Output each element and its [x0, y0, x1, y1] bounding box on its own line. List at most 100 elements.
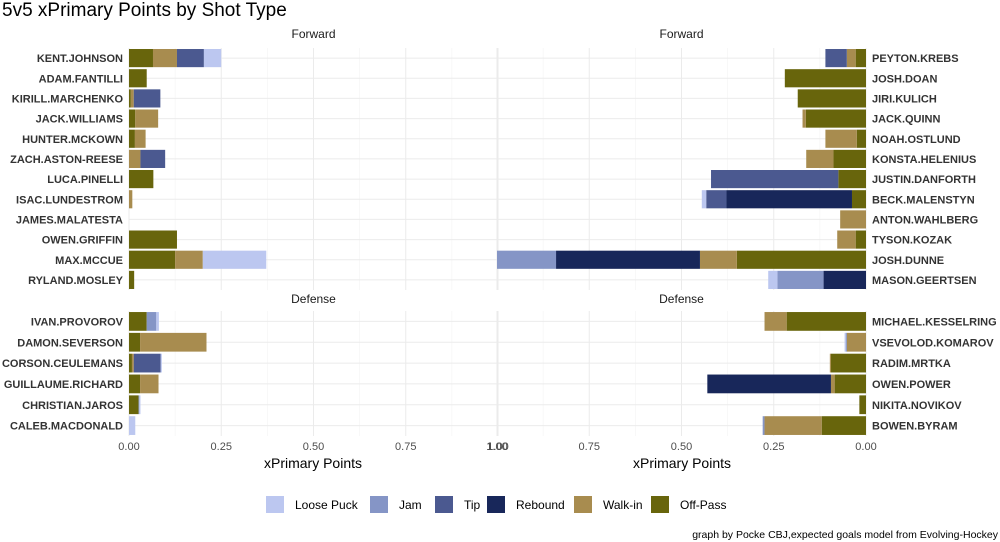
bar-mason-geertsen-loose-puck [768, 270, 778, 289]
bar-tyson-kozak-off-pass [855, 230, 866, 249]
legend-key-tip [435, 496, 453, 513]
bar-zach-aston-reese-walk-in [129, 149, 141, 168]
x-tick-left-4: 1.00 [487, 441, 508, 453]
bar-peyton-krebs-walk-in [846, 49, 856, 68]
player-label-vsevolod-komarov: VSEVOLOD.KOMAROV [872, 337, 994, 349]
bar-guillaume-richard-walk-in [140, 374, 159, 394]
player-label-adam-fantilli: ADAM.FANTILLI [39, 73, 123, 85]
bar-ryland-mosley-off-pass [129, 270, 135, 289]
legend-label-jam: Jam [399, 498, 422, 512]
bar-kent-johnson-walk-in [152, 49, 177, 68]
player-label-ryland-mosley: RYLAND.MOSLEY [28, 275, 124, 287]
bar-isac-lundestrom-walk-in [129, 190, 133, 209]
bar-ivan-provorov-off-pass [129, 312, 147, 331]
player-label-guillaume-richard: GUILLAUME.RICHARD [4, 379, 123, 391]
bar-christian-jaros-off-pass [129, 395, 139, 415]
bar-konsta-helenius-off-pass [833, 149, 866, 168]
player-label-zach-aston-reese: ZACH.ASTON-REESE [10, 154, 123, 166]
bar-owen-power-off-pass [834, 374, 866, 394]
player-label-noah-ostlund: NOAH.OSTLUND [872, 134, 961, 146]
panel-defense-right: Defense MICHAEL.KESSELRING VSEVOLOD.KOMARO… [496, 292, 997, 436]
bar-jack-williams-walk-in [135, 109, 159, 128]
bar-vsevolod-komarov-jam [845, 332, 847, 352]
bar-hunter-mckown-off-pass [129, 129, 135, 148]
bar-radim-mrtka-walk-in [829, 353, 831, 373]
bar-adam-fantilli-off-pass [129, 69, 147, 88]
legend-key-rebound [487, 496, 505, 513]
legend-label-tip: Tip [464, 498, 481, 512]
bar-kent-johnson-loose-puck [203, 49, 222, 68]
panel-strip-label: Forward [659, 27, 703, 41]
panel-defense-left: Defense IVAN.PROVOROV DAMON.SEVERSON CORSON… [2, 292, 499, 436]
bar-max-mccue-walk-in [175, 250, 203, 269]
x-axis-title-right: xPrimary Points [633, 455, 731, 471]
player-label-justin-danforth: JUSTIN.DANFORTH [872, 174, 976, 186]
bar-corson-ceulemans-loose-puck [160, 353, 162, 373]
player-label-luca-pinelli: LUCA.PINELLI [47, 174, 123, 186]
player-label-konsta-helenius: KONSTA.HELENIUS [872, 154, 976, 166]
legend-key-loose-puck [266, 496, 284, 513]
bar-justin-danforth-tip [711, 170, 839, 189]
bar-beck-malenstyn-rebound [726, 190, 852, 209]
bar-luca-pinelli-off-pass [129, 170, 154, 189]
bar-radim-mrtka-off-pass [830, 353, 866, 373]
bar-michael-kesselring-walk-in [764, 312, 787, 331]
player-label-bowen-byram: BOWEN.BYRAM [872, 421, 958, 433]
panel-forward-left: Forward KENT.JOHNSON ADAM.FANTILLI KIRILL.M… [10, 27, 499, 290]
chart-title: 5v5 xPrimary Points by Shot Type [2, 0, 287, 21]
bar-kirill-marchenko-walk-in [130, 89, 134, 108]
bar-josh-dunne-jam [497, 250, 557, 269]
bar-konsta-helenius-walk-in [806, 149, 834, 168]
bar-owen-power-walk-in [830, 374, 835, 394]
bar-beck-malenstyn-tip [706, 190, 727, 209]
bar-guillaume-richard-off-pass [129, 374, 141, 394]
legend: Loose Puck Jam Tip Rebound Walk-in Off-Pass [266, 496, 726, 513]
player-label-damon-severson: DAMON.SEVERSON [17, 337, 123, 349]
bar-jiri-kulich-off-pass [797, 89, 866, 108]
bar-vsevolod-komarov-walk-in [846, 332, 866, 352]
player-label-josh-doan: JOSH.DOAN [872, 73, 937, 85]
bar-beck-malenstyn-off-pass [851, 190, 866, 209]
x-tick-right-3: 0.25 [763, 441, 784, 453]
legend-key-walk-in [574, 496, 592, 513]
player-label-owen-griffin: OWEN.GRIFFIN [42, 235, 123, 247]
player-label-christian-jaros: CHRISTIAN.JAROS [22, 400, 123, 412]
bar-justin-danforth-off-pass [838, 170, 866, 189]
bar-kent-johnson-off-pass [129, 49, 153, 68]
player-label-jack-quinn: JACK.QUINN [872, 114, 941, 126]
bar-josh-dunne-walk-in [699, 250, 737, 269]
x-tick-right-4: 0.00 [855, 441, 876, 453]
panel-strip-label: Defense [659, 292, 704, 306]
player-label-max-mccue: MAX.MCCUE [55, 255, 123, 267]
bar-jack-williams-off-pass [129, 109, 136, 128]
x-tick-right-1: 0.75 [579, 441, 600, 453]
bar-max-mccue-loose-puck [202, 250, 267, 269]
bar-christian-jaros-loose-puck [139, 395, 141, 415]
chart-panels: Forward KENT.JOHNSON ADAM.FANTILLI KIRILL.M… [2, 27, 997, 436]
bar-caleb-macdonald-loose-puck [129, 416, 136, 435]
player-label-caleb-macdonald: CALEB.MACDONALD [10, 421, 123, 433]
chart-caption: graph by Pocke CBJ,expected goals model … [692, 529, 999, 541]
bar-nikita-novikov-off-pass [859, 395, 866, 415]
bar-kirill-marchenko-tip [133, 89, 161, 108]
bar-ivan-provorov-jam [146, 312, 157, 331]
bar-beck-malenstyn-loose-puck [701, 190, 707, 209]
bar-owen-griffin-off-pass [129, 230, 177, 249]
bar-bowen-byram-off-pass [821, 416, 866, 435]
bar-noah-ostlund-off-pass [856, 129, 866, 148]
legend-label-walk-in: Walk-in [603, 498, 643, 512]
bar-zach-aston-reese-tip [140, 149, 166, 168]
player-label-ivan-provorov: IVAN.PROVOROV [31, 316, 124, 328]
bar-owen-power-rebound [707, 374, 831, 394]
bar-corson-ceulemans-walk-in [131, 353, 134, 373]
player-label-corson-ceulemans: CORSON.CEULEMANS [2, 358, 123, 370]
legend-label-off-pass: Off-Pass [680, 498, 726, 512]
player-label-kirill-marchenko: KIRILL.MARCHENKO [12, 93, 124, 105]
bar-ivan-provorov-loose-puck [156, 312, 159, 331]
bar-josh-dunne-off-pass [736, 250, 866, 269]
bar-tyson-kozak-walk-in [837, 230, 856, 249]
bar-jack-quinn-off-pass [805, 109, 866, 128]
player-label-james-malatesta: JAMES.MALATESTA [16, 214, 123, 226]
player-label-jack-williams: JACK.WILLIAMS [36, 114, 123, 126]
